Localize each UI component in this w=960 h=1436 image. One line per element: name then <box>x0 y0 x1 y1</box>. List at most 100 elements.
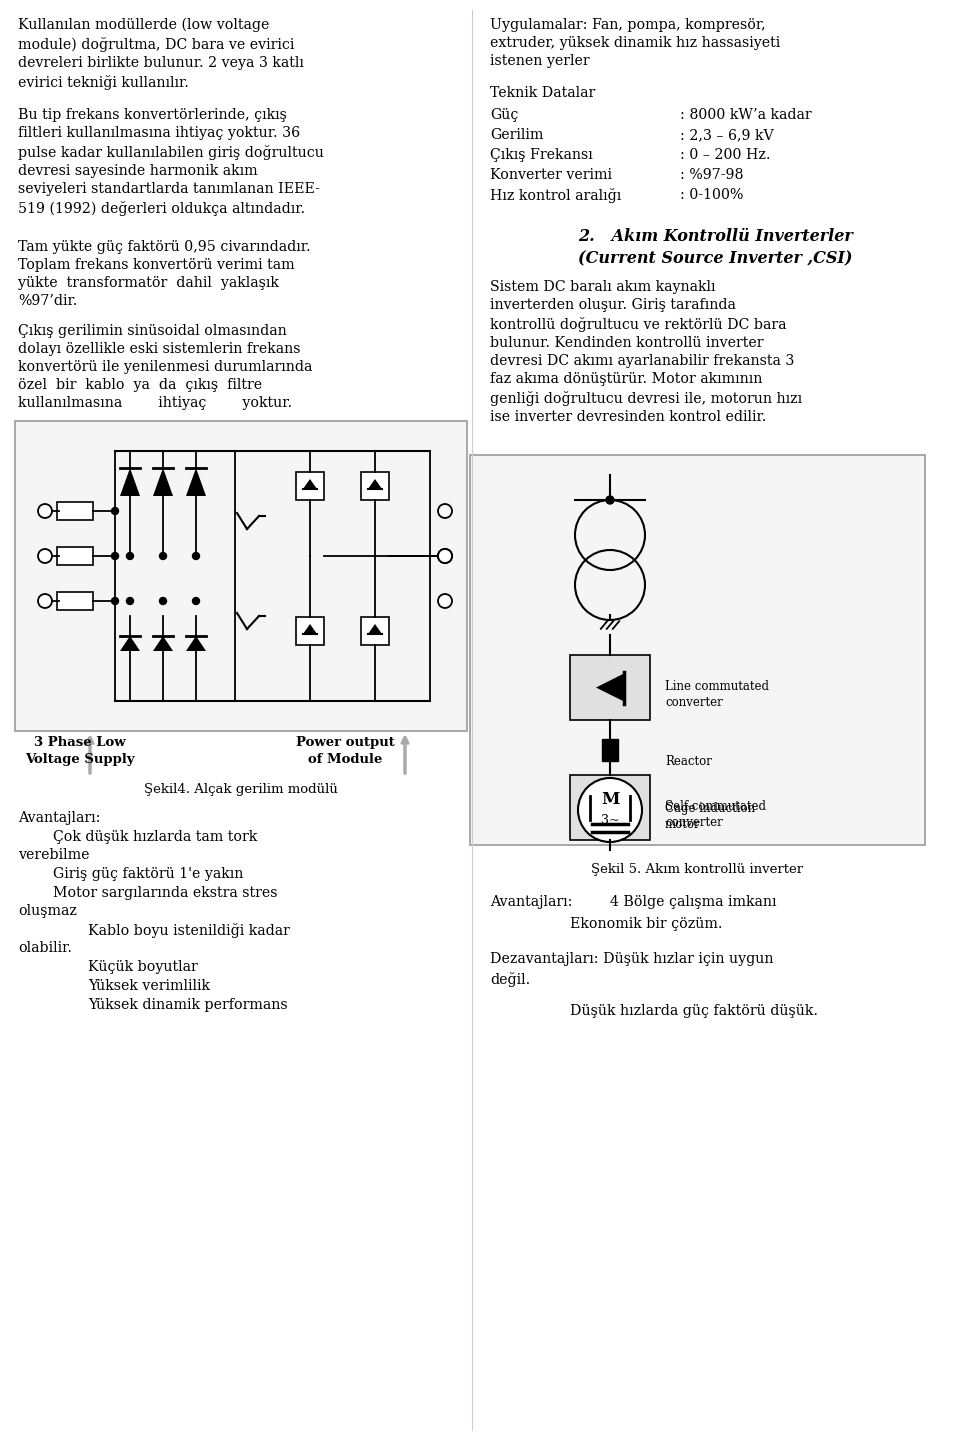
Text: Çıkış gerilimin sinüsoidal olmasından: Çıkış gerilimin sinüsoidal olmasından <box>18 325 287 337</box>
Text: Sistem DC baralı akım kaynaklı
inverterden oluşur. Giriş tarafında
kontrollü doğ: Sistem DC baralı akım kaynaklı inverterd… <box>490 280 803 424</box>
Circle shape <box>578 778 642 841</box>
Text: Tam yükte güç faktörü 0,95 civarındadır.: Tam yükte güç faktörü 0,95 civarındadır. <box>18 240 311 254</box>
Polygon shape <box>153 468 173 495</box>
Text: 2.   Akım Kontrollü Inverterler: 2. Akım Kontrollü Inverterler <box>578 228 852 246</box>
Text: Şekil4. Alçak gerilim modülü: Şekil4. Alçak gerilim modülü <box>144 783 338 796</box>
Text: Çıkış Frekansı: Çıkış Frekansı <box>490 148 592 162</box>
Text: Kablo boyu istenildiği kadar: Kablo boyu istenildiği kadar <box>88 923 290 938</box>
Bar <box>296 472 324 500</box>
Text: Motor sargılarında ekstra stres: Motor sargılarında ekstra stres <box>53 886 277 900</box>
Bar <box>470 455 925 844</box>
Text: konvertörü ile yenilenmesi durumlarında: konvertörü ile yenilenmesi durumlarında <box>18 360 312 373</box>
Polygon shape <box>614 797 630 817</box>
Bar <box>57 592 93 610</box>
Text: converter: converter <box>665 816 723 829</box>
Circle shape <box>159 553 166 560</box>
Text: Power output
of Module: Power output of Module <box>296 737 395 765</box>
Bar <box>361 472 389 500</box>
Text: Giriş güç faktörü 1'e yakın: Giriş güç faktörü 1'e yakın <box>53 867 244 882</box>
Text: kullanılmasına        ihtiyaç        yoktur.: kullanılmasına ihtiyaç yoktur. <box>18 396 292 411</box>
Text: Düşük hızlarda güç faktörü düşük.: Düşük hızlarda güç faktörü düşük. <box>570 1004 818 1018</box>
Text: : 2,3 – 6,9 kV: : 2,3 – 6,9 kV <box>680 128 774 142</box>
Circle shape <box>193 597 200 605</box>
Circle shape <box>127 597 133 605</box>
Text: Yüksek verimlilik: Yüksek verimlilik <box>88 979 210 994</box>
Text: converter: converter <box>665 695 723 708</box>
Text: 4 Bölge çalışma imkanı: 4 Bölge çalışma imkanı <box>610 895 777 909</box>
Bar <box>361 617 389 645</box>
Text: Yüksek dinamik performans: Yüksek dinamik performans <box>88 998 288 1012</box>
Polygon shape <box>186 468 206 495</box>
Text: %97’dir.: %97’dir. <box>18 294 78 307</box>
Circle shape <box>193 553 200 560</box>
Text: Çok düşük hızlarda tam tork: Çok düşük hızlarda tam tork <box>53 830 257 844</box>
Text: oluşmaz: oluşmaz <box>18 905 77 918</box>
Circle shape <box>111 507 118 514</box>
Text: Avantajları:: Avantajları: <box>18 811 101 826</box>
Text: Küçük boyutlar: Küçük boyutlar <box>88 961 198 974</box>
Polygon shape <box>186 636 206 651</box>
Polygon shape <box>590 797 606 817</box>
Polygon shape <box>120 468 140 495</box>
Circle shape <box>111 553 118 560</box>
Circle shape <box>438 595 452 607</box>
Circle shape <box>438 504 452 518</box>
Text: verebilme: verebilme <box>18 849 89 862</box>
Text: Toplam frekans konvertörü verimi tam: Toplam frekans konvertörü verimi tam <box>18 258 295 271</box>
Text: yükte  transformatör  dahil  yaklaşık: yükte transformatör dahil yaklaşık <box>18 276 278 290</box>
Circle shape <box>38 549 52 563</box>
Text: Gerilim: Gerilim <box>490 128 543 142</box>
Text: Reactor: Reactor <box>665 755 712 768</box>
Text: M: M <box>601 791 619 808</box>
Circle shape <box>111 597 118 605</box>
Circle shape <box>607 804 613 811</box>
Polygon shape <box>368 625 382 635</box>
Bar <box>57 503 93 520</box>
Text: Line commutated: Line commutated <box>665 679 769 692</box>
Text: Cage induction: Cage induction <box>665 801 756 816</box>
Text: 3~: 3~ <box>601 814 619 827</box>
Bar <box>57 547 93 564</box>
Text: Ekonomik bir çözüm.: Ekonomik bir çözüm. <box>570 918 723 931</box>
Text: (Current Source Inverter ,CSI): (Current Source Inverter ,CSI) <box>578 250 852 267</box>
Text: Hız kontrol aralığı: Hız kontrol aralığı <box>490 188 621 202</box>
Circle shape <box>159 597 166 605</box>
Text: dolayı özellikle eski sistemlerin frekans: dolayı özellikle eski sistemlerin frekan… <box>18 342 300 356</box>
Text: olabilir.: olabilir. <box>18 941 72 955</box>
Text: Self-commutated: Self-commutated <box>665 800 766 813</box>
Text: Teknik Datalar: Teknik Datalar <box>490 86 595 101</box>
Bar <box>602 740 618 761</box>
Polygon shape <box>303 625 317 635</box>
Circle shape <box>438 549 452 563</box>
Text: özel  bir  kablo  ya  da  çıkış  filtre: özel bir kablo ya da çıkış filtre <box>18 378 262 392</box>
Text: Bu tip frekans konvertörlerinde, çıkış
filtleri kullanılmasına ihtiyaç yoktur. 3: Bu tip frekans konvertörlerinde, çıkış f… <box>18 108 324 215</box>
Text: Kullanılan modüllerde (low voltage
module) doğrultma, DC bara ve evirici
devrele: Kullanılan modüllerde (low voltage modul… <box>18 19 304 89</box>
Bar <box>570 655 650 719</box>
Circle shape <box>38 595 52 607</box>
Text: motor: motor <box>665 819 701 831</box>
Text: Şekil 5. Akım kontrollü inverter: Şekil 5. Akım kontrollü inverter <box>591 863 804 876</box>
Text: : 0-100%: : 0-100% <box>680 188 743 202</box>
Text: Konverter verimi: Konverter verimi <box>490 168 612 182</box>
Bar <box>296 617 324 645</box>
Circle shape <box>438 549 452 563</box>
Text: 3 Phase Low
Voltage Supply: 3 Phase Low Voltage Supply <box>25 737 134 765</box>
Polygon shape <box>303 480 317 490</box>
Polygon shape <box>368 480 382 490</box>
Text: : 0 – 200 Hz.: : 0 – 200 Hz. <box>680 148 771 162</box>
Bar <box>570 775 650 840</box>
Circle shape <box>38 504 52 518</box>
Text: : 8000 kW’a kadar: : 8000 kW’a kadar <box>680 108 811 122</box>
Text: değil.: değil. <box>490 972 530 987</box>
Text: Dezavantajları: Düşük hızlar için uygun: Dezavantajları: Düşük hızlar için uygun <box>490 952 774 966</box>
Text: Güç: Güç <box>490 108 518 122</box>
Bar <box>15 421 467 731</box>
Circle shape <box>438 549 452 563</box>
Circle shape <box>606 495 614 504</box>
Polygon shape <box>596 673 624 702</box>
Text: : %97-98: : %97-98 <box>680 168 743 182</box>
Text: Avantajları:: Avantajları: <box>490 895 572 909</box>
Polygon shape <box>120 636 140 651</box>
Text: Uygulamalar: Fan, pompa, kompresör,
extruder, yüksek dinamik hız hassasiyeti
ist: Uygulamalar: Fan, pompa, kompresör, extr… <box>490 19 780 69</box>
Polygon shape <box>153 636 173 651</box>
